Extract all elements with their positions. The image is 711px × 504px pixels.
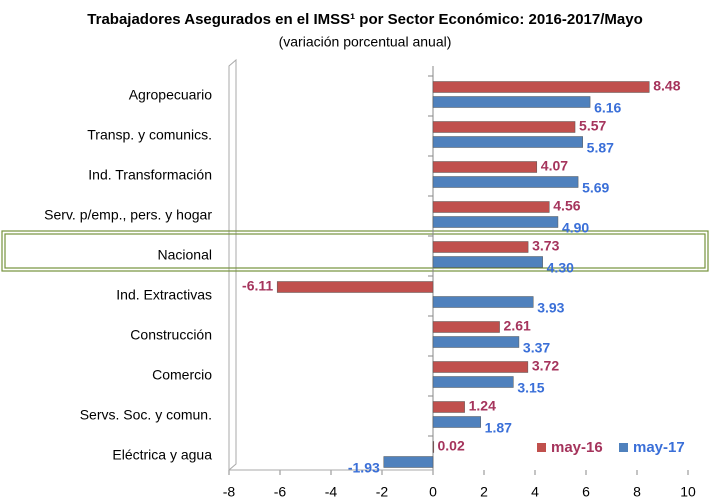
category-label: Ind. Extractivas	[116, 287, 212, 303]
value-label: 3.15	[517, 380, 544, 396]
value-label: 4.90	[562, 220, 589, 236]
bar	[432, 401, 465, 413]
bar	[432, 241, 529, 253]
bar	[432, 81, 650, 93]
bar	[432, 321, 500, 333]
value-label: 4.56	[553, 198, 580, 214]
bar	[432, 176, 579, 188]
value-label: 0.02	[438, 438, 465, 454]
x-tick-label: 8	[633, 484, 641, 500]
wall	[228, 58, 237, 472]
category-label: Construcción	[130, 327, 212, 343]
x-tick-label: 10	[680, 484, 696, 500]
value-label: 4.30	[547, 260, 574, 276]
x-tick-label: -2	[376, 484, 389, 500]
value-label: 3.93	[537, 300, 564, 316]
x-tick-label: 0	[429, 484, 437, 500]
highlight-inner	[4, 233, 706, 269]
category-label: Comercio	[152, 367, 212, 383]
x-tick-label: 4	[531, 484, 539, 500]
value-label: 5.69	[582, 180, 609, 196]
category-label: Nacional	[158, 247, 212, 263]
value-label: 3.37	[523, 340, 550, 356]
legend-label: may-16	[551, 439, 603, 456]
bar	[276, 281, 434, 293]
bar	[432, 441, 435, 453]
value-label: 5.57	[579, 118, 606, 134]
bar	[432, 336, 520, 348]
bar	[432, 216, 559, 228]
bar	[432, 296, 534, 308]
value-label: 2.61	[504, 318, 531, 334]
value-label: 1.24	[469, 398, 496, 414]
bar	[432, 136, 583, 148]
value-label: 4.07	[541, 158, 568, 174]
bar	[432, 161, 538, 173]
value-label: 8.48	[653, 78, 680, 94]
bar	[432, 256, 543, 268]
x-tick-label: 6	[582, 484, 590, 500]
legend-label: may-17	[633, 439, 685, 456]
value-label: 1.87	[485, 420, 512, 436]
bar	[383, 456, 434, 468]
legend-swatch	[537, 443, 546, 452]
x-tick-label: -6	[274, 484, 287, 500]
chart-subtitle: (variación porcentual anual)	[279, 34, 452, 50]
bar	[432, 121, 576, 133]
category-label: Ind. Transformación	[88, 167, 212, 183]
bar	[432, 416, 481, 428]
x-tick-label: -8	[223, 484, 236, 500]
bar	[432, 376, 514, 388]
bar	[432, 96, 591, 108]
bar	[432, 201, 550, 213]
x-tick-label: -4	[325, 484, 338, 500]
category-label: Serv. p/emp., pers. y hogar	[44, 207, 212, 223]
legend-swatch	[619, 443, 628, 452]
category-label: Agropecuario	[129, 87, 212, 103]
x-tick-label: 2	[480, 484, 488, 500]
highlight-outer	[1, 230, 709, 272]
value-label: 3.72	[532, 358, 559, 374]
category-label: Servs. Soc. y comun.	[80, 407, 212, 423]
chart-title: Trabajadores Asegurados en el IMSS¹ por …	[87, 11, 642, 28]
value-label: -6.11	[242, 278, 273, 294]
category-label: Eléctrica y agua	[112, 447, 212, 463]
value-label: 3.73	[532, 238, 559, 254]
value-label: 5.87	[587, 140, 614, 156]
value-label: 6.16	[594, 100, 621, 116]
value-label: -1.93	[348, 460, 380, 476]
bar	[432, 361, 529, 373]
category-label: Transp. y comunics.	[87, 127, 212, 143]
